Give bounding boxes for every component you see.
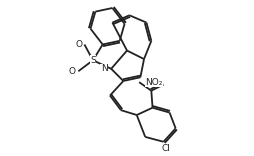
Text: N: N: [101, 64, 107, 73]
Text: O: O: [69, 67, 76, 76]
Text: Cl: Cl: [162, 144, 170, 153]
Text: S: S: [90, 56, 96, 65]
Text: O: O: [75, 40, 82, 49]
Text: NO₂: NO₂: [145, 78, 163, 87]
